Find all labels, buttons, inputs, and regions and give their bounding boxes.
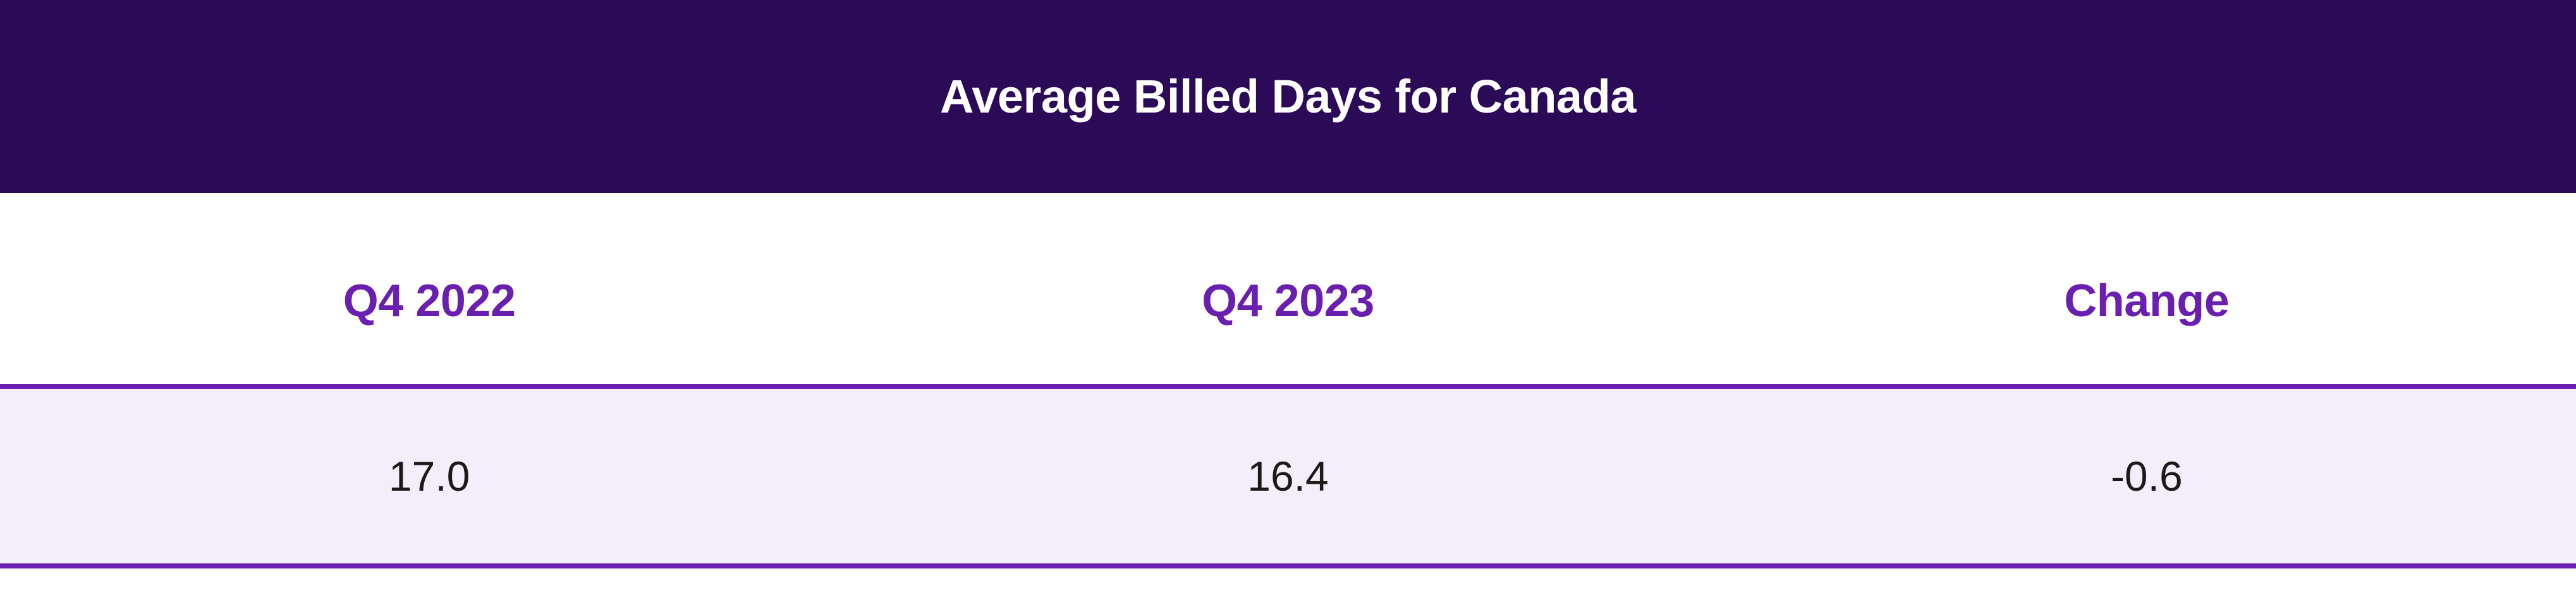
column-header-change: Change	[1718, 218, 2576, 384]
cell-q4-2022: 17.0	[0, 389, 858, 563]
table-header-row: Q4 2022 Q4 2023 Change	[0, 218, 2576, 389]
cell-q4-2023: 16.4	[858, 389, 1717, 563]
table-row: 17.0 16.4 -0.6	[0, 389, 2576, 568]
cell-change: -0.6	[1718, 389, 2576, 563]
column-header-q4-2022: Q4 2022	[0, 218, 858, 384]
billed-days-table: Average Billed Days for Canada Q4 2022 Q…	[0, 0, 2576, 568]
column-header-q4-2023: Q4 2023	[858, 218, 1717, 384]
table-title: Average Billed Days for Canada	[0, 0, 2576, 193]
